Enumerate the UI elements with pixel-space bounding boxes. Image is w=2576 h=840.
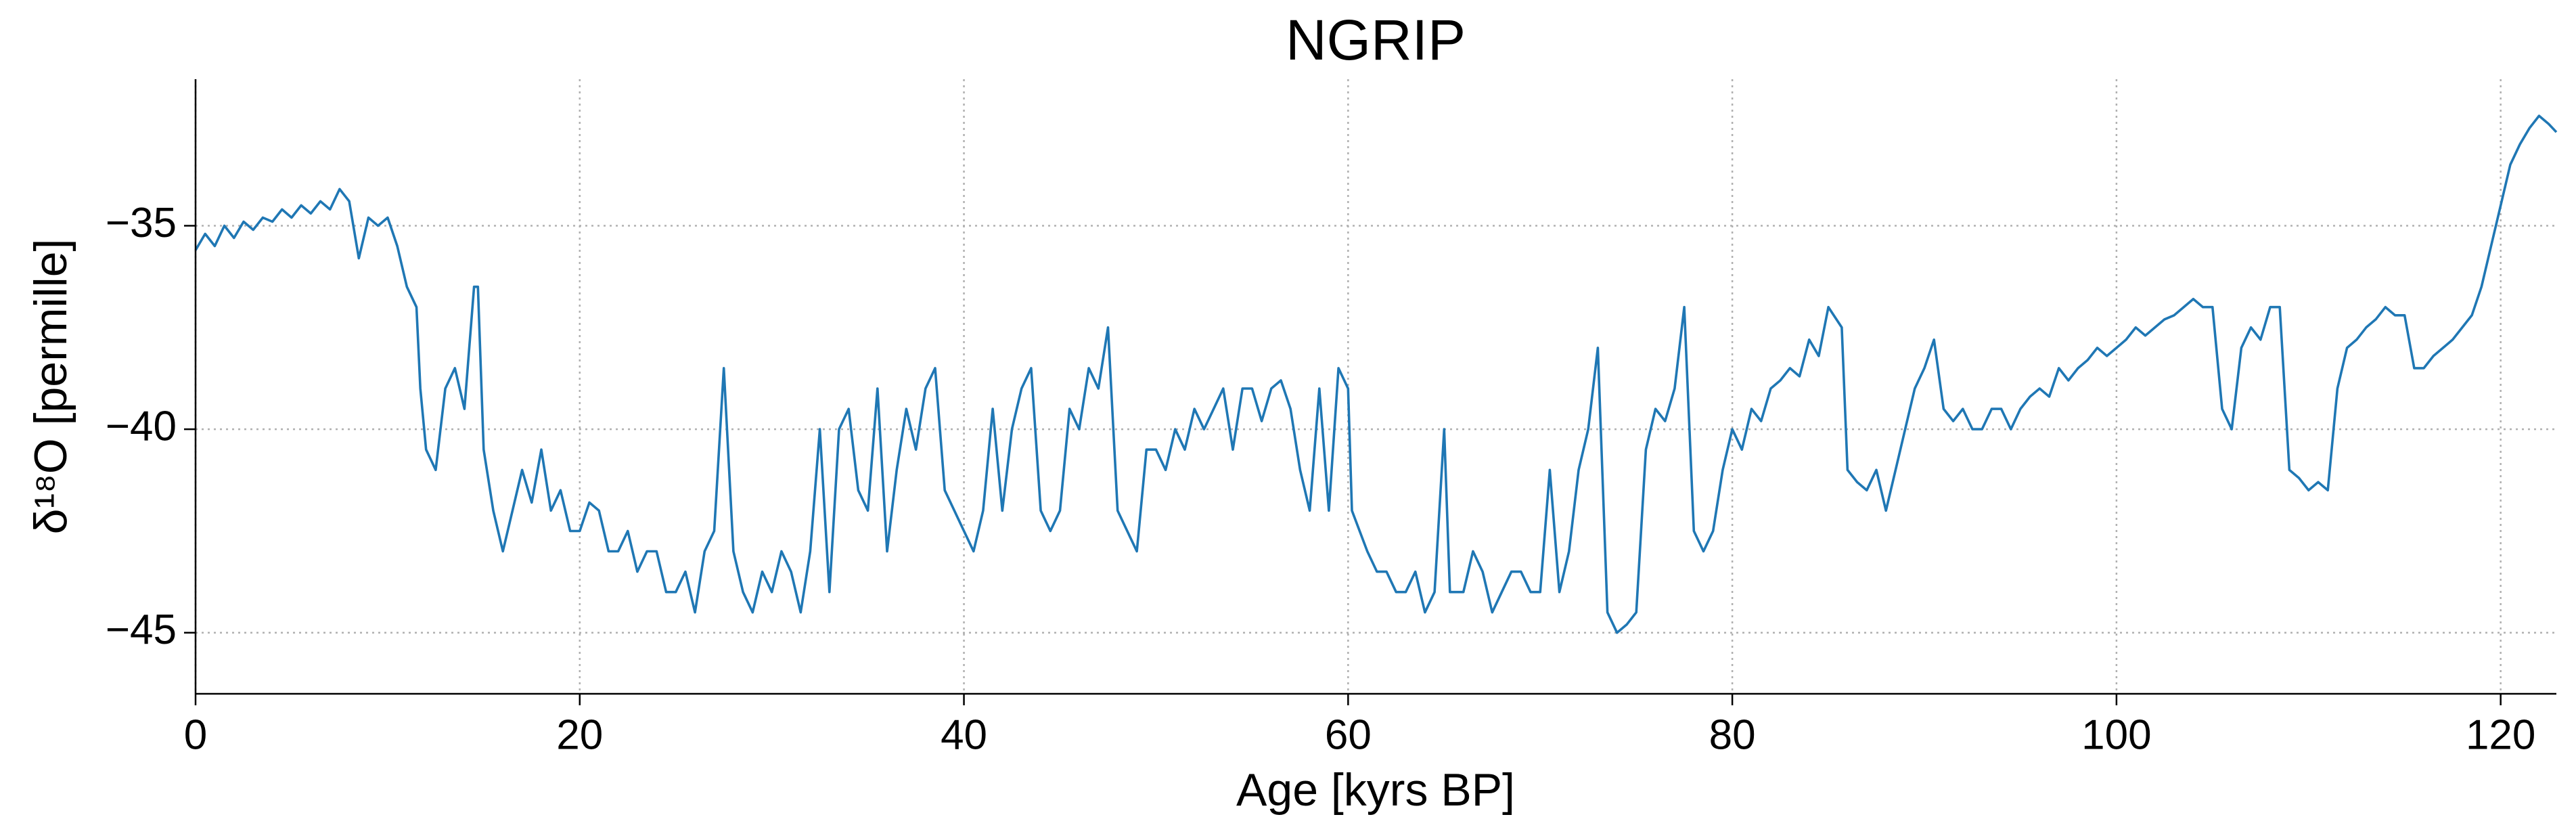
y-tick-label: −35 — [106, 200, 177, 246]
x-axis-label: Age [kyrs BP] — [1236, 764, 1515, 816]
x-tick-label: 40 — [941, 711, 987, 758]
y-axis-label: δ¹⁸O [permille] — [25, 239, 76, 535]
x-tick-label: 0 — [184, 711, 207, 758]
x-tick-label: 120 — [2466, 711, 2535, 758]
x-tick-label: 80 — [1709, 711, 1756, 758]
axes: 0 20 40 60 80 100 120 −35 −40 −45 — [106, 79, 2556, 758]
y-tick-label: −45 — [106, 606, 177, 653]
x-tick-label: 60 — [1325, 711, 1372, 758]
y-tick-label: −40 — [106, 403, 177, 450]
plot — [194, 114, 2558, 634]
grid — [194, 79, 2556, 694]
data-line — [194, 114, 2558, 634]
x-tick-label: 20 — [556, 711, 603, 758]
chart-title: NGRIP — [1286, 8, 1466, 72]
x-tick-label: 100 — [2081, 711, 2151, 758]
